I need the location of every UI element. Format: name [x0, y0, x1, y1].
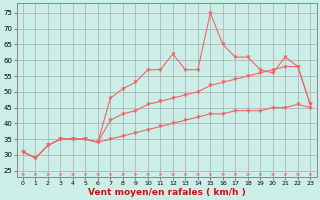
X-axis label: Vent moyen/en rafales ( km/h ): Vent moyen/en rafales ( km/h ): [88, 188, 245, 197]
